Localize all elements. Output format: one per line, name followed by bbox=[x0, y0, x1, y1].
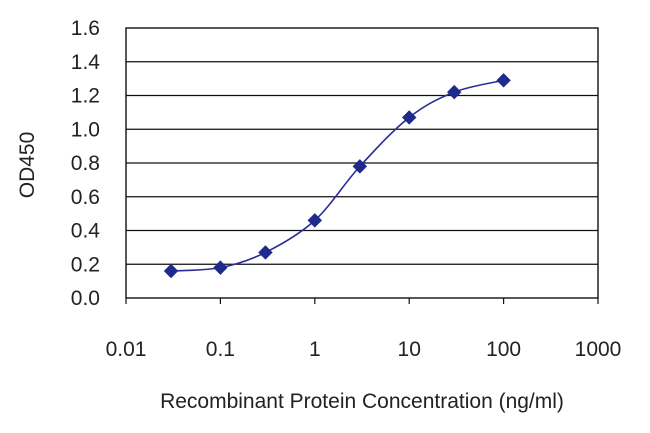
y-tick-label: 1.0 bbox=[71, 118, 100, 141]
plot-border bbox=[125, 27, 599, 299]
series-layer bbox=[163, 73, 511, 279]
y-tick-label: 0.8 bbox=[71, 152, 100, 175]
x-tick-label: 1 bbox=[309, 338, 321, 361]
y-tick-label: 0.2 bbox=[71, 253, 100, 276]
data-point-marker bbox=[258, 245, 273, 260]
y-tick-label: 0.6 bbox=[71, 186, 100, 209]
data-point-marker bbox=[401, 110, 417, 125]
x-tick-label: 1000 bbox=[575, 338, 622, 361]
x-axis-title: Recombinant Protein Concentration (ng/ml… bbox=[160, 390, 564, 413]
plot-frame bbox=[125, 27, 599, 299]
y-axis-ticks: 0.0 0.2 0.4 0.6 0.8 1.0 1.2 1.4 1.6 bbox=[71, 17, 101, 310]
x-tick-label: 0.01 bbox=[106, 338, 147, 361]
y-tick-label: 1.2 bbox=[71, 85, 100, 108]
y-tick-label: 1.6 bbox=[71, 17, 100, 40]
y-tick-label: 0.4 bbox=[71, 220, 101, 243]
y-tick-label: 0.0 bbox=[71, 287, 100, 310]
data-point-marker bbox=[307, 213, 323, 228]
data-point-marker bbox=[447, 84, 462, 100]
x-tick-label: 10 bbox=[398, 338, 421, 361]
y-tick-label: 1.4 bbox=[71, 51, 101, 74]
data-point-marker bbox=[213, 260, 228, 275]
data-point-marker bbox=[496, 73, 511, 88]
x-tick-label: 0.1 bbox=[206, 338, 235, 361]
data-point-marker bbox=[163, 263, 179, 279]
x-tick-label: 100 bbox=[486, 338, 521, 361]
y-axis-title: OD450 bbox=[16, 132, 39, 199]
gridlines bbox=[126, 61, 598, 265]
data-point-marker bbox=[352, 159, 368, 174]
x-axis-ticks: 0.01 0.1 1 10 100 1000 bbox=[106, 298, 622, 361]
